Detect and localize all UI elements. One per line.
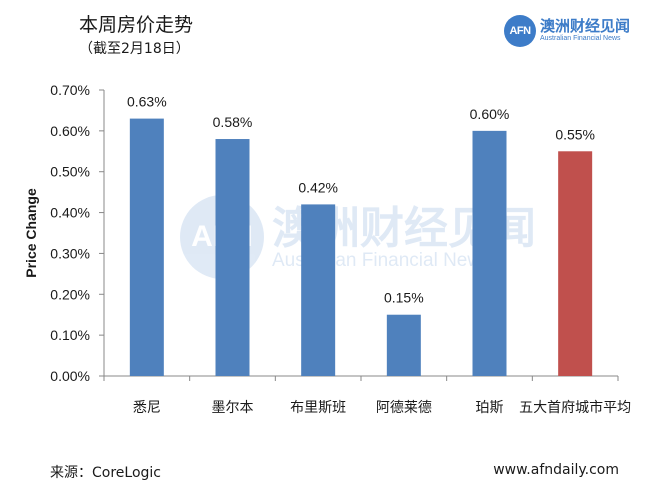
data-label: 0.55% bbox=[555, 126, 595, 142]
x-tick-label: 珀斯 bbox=[476, 400, 504, 416]
y-axis-label: Price Change bbox=[23, 188, 39, 278]
y-tick-label: 0.40% bbox=[50, 205, 90, 221]
y-tick-label: 0.70% bbox=[50, 82, 90, 98]
chart-subtitle: （截至2月18日） bbox=[79, 41, 190, 57]
logo-name-en: Australian Financial News bbox=[540, 35, 621, 42]
data-label: 0.15% bbox=[384, 290, 424, 306]
data-label: 0.42% bbox=[298, 179, 338, 195]
bar bbox=[558, 151, 593, 376]
x-tick-label: 悉尼 bbox=[133, 400, 161, 416]
bar bbox=[472, 130, 507, 376]
x-tick-label: 五大首府城市平均 bbox=[519, 399, 631, 416]
y-ticks: 0.00% 0.10% 0.20% 0.30% 0.40% 0.50% 0.60% 0.70% bbox=[50, 82, 104, 384]
bar bbox=[386, 314, 421, 376]
y-tick-label: 0.60% bbox=[50, 123, 90, 139]
data-label: 0.60% bbox=[470, 106, 510, 122]
y-tick-label: 0.00% bbox=[50, 368, 90, 384]
logo-abbr: AFN bbox=[509, 25, 531, 37]
data-label: 0.58% bbox=[213, 114, 253, 130]
bar bbox=[129, 118, 164, 376]
y-tick-label: 0.20% bbox=[50, 286, 90, 302]
bar bbox=[301, 204, 336, 376]
bar bbox=[215, 139, 250, 376]
logo-name-cn: 澳洲财经见闻 bbox=[540, 17, 631, 35]
x-ticks: 悉尼 墨尔本 布里斯班 阿德莱德 珀斯 五大首府城市平均 bbox=[103, 376, 631, 416]
data-label: 0.63% bbox=[127, 94, 167, 110]
logo-circle-icon bbox=[504, 15, 536, 47]
y-tick-label: 0.30% bbox=[50, 245, 90, 261]
x-tick-label: 阿德莱德 bbox=[376, 400, 432, 416]
footer-url: www.afndaily.com bbox=[493, 462, 619, 478]
x-tick-label: 布里斯班 bbox=[290, 400, 346, 416]
bars bbox=[129, 118, 593, 376]
afn-logo: AFN 澳洲财经见闻 Australian Financial News bbox=[504, 15, 639, 47]
data-labels: 0.63% 0.58% 0.42% 0.15% 0.60% 0.55% bbox=[127, 94, 595, 306]
chart-title: 本周房价走势 bbox=[79, 14, 194, 36]
x-tick-label: 墨尔本 bbox=[212, 400, 254, 416]
footer-source: 来源：CoreLogic bbox=[50, 465, 161, 481]
y-tick-label: 0.50% bbox=[50, 164, 90, 180]
y-tick-label: 0.10% bbox=[50, 327, 90, 343]
